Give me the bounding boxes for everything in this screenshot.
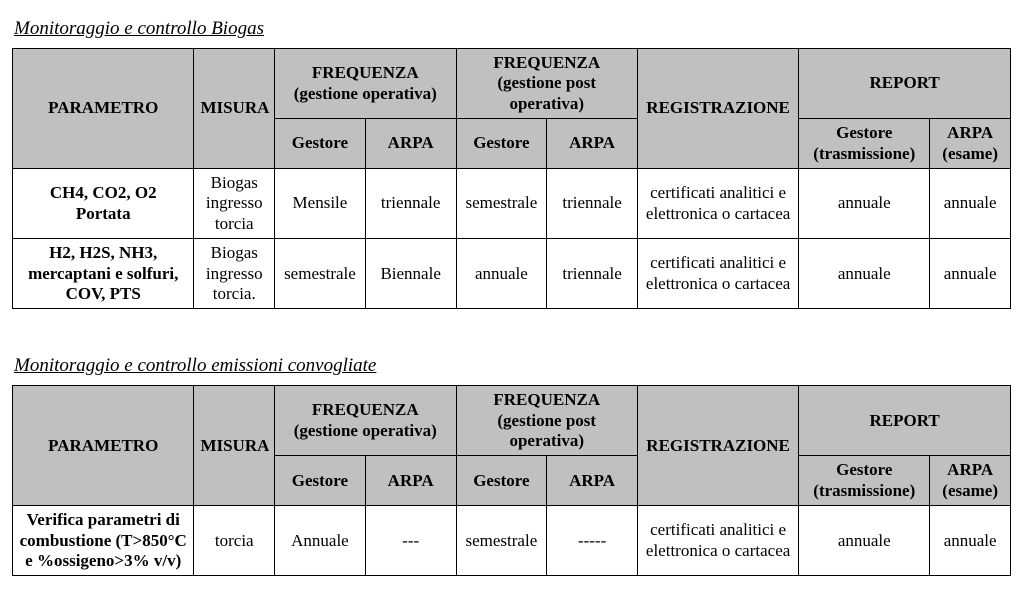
cell-freq-post-gestore: semestrale (456, 506, 547, 576)
col-misura: MISURA (194, 49, 275, 169)
col-freq-op-gestore: Gestore (275, 119, 366, 169)
col-freq-op-arpa: ARPA (365, 456, 456, 506)
cell-report-arpa: annuale (930, 506, 1011, 576)
parametro-line: Verifica parametri di combustione (T>850… (19, 510, 187, 571)
parametro-line: CH4, CO2, O2 (19, 183, 187, 203)
col-freq-post-gestore: Gestore (456, 119, 547, 169)
cell-freq-post-arpa: triennale (547, 239, 638, 309)
cell-report-gestore: annuale (799, 168, 930, 238)
cell-freq-op-gestore: Mensile (275, 168, 366, 238)
cell-parametro: CH4, CO2, O2Portata (13, 168, 194, 238)
section-title: Monitoraggio e controllo Biogas (14, 18, 1011, 40)
cell-freq-post-arpa: ----- (547, 506, 638, 576)
cell-registrazione: certificati analitici e elettronica o ca… (637, 506, 798, 576)
table-row: H2, H2S, NH3, mercaptani e solfuri, COV,… (13, 239, 1011, 309)
cell-misura: Biogas ingresso torcia. (194, 239, 275, 309)
cell-report-gestore: annuale (799, 239, 930, 309)
cell-freq-post-gestore: semestrale (456, 168, 547, 238)
cell-registrazione: certificati analitici e elettronica o ca… (637, 239, 798, 309)
cell-misura: Biogas ingresso torcia (194, 168, 275, 238)
cell-report-arpa: annuale (930, 239, 1011, 309)
cell-freq-op-arpa: Biennale (365, 239, 456, 309)
cell-registrazione: certificati analitici e elettronica o ca… (637, 168, 798, 238)
col-registrazione: REGISTRAZIONE (637, 386, 798, 506)
col-freq-op-arpa: ARPA (365, 119, 456, 169)
col-freq-post: FREQUENZA (gestione post operativa) (456, 49, 637, 119)
col-freq-post-arpa: ARPA (547, 456, 638, 506)
col-freq-post-gestore: Gestore (456, 456, 547, 506)
col-parametro: PARAMETRO (13, 386, 194, 506)
col-misura: MISURA (194, 386, 275, 506)
section-title: Monitoraggio e controllo emissioni convo… (14, 355, 1011, 377)
cell-freq-op-gestore: Annuale (275, 506, 366, 576)
monitoring-table: PARAMETROMISURAFREQUENZA (gestione opera… (12, 385, 1011, 576)
col-report-gestore: Gestore (trasmissione) (799, 456, 930, 506)
col-report: REPORT (799, 386, 1011, 456)
monitoring-table: PARAMETROMISURAFREQUENZA (gestione opera… (12, 48, 1011, 309)
cell-freq-post-arpa: triennale (547, 168, 638, 238)
col-report-arpa: ARPA (esame) (930, 456, 1011, 506)
parametro-line: Portata (19, 204, 187, 224)
col-freq-op-gestore: Gestore (275, 456, 366, 506)
table-row: Verifica parametri di combustione (T>850… (13, 506, 1011, 576)
cell-misura: torcia (194, 506, 275, 576)
cell-freq-op-arpa: triennale (365, 168, 456, 238)
table-row: CH4, CO2, O2PortataBiogas ingresso torci… (13, 168, 1011, 238)
col-freq-op: FREQUENZA (gestione operativa) (275, 49, 456, 119)
col-freq-post: FREQUENZA (gestione post operativa) (456, 386, 637, 456)
cell-freq-op-arpa: --- (365, 506, 456, 576)
col-freq-post-arpa: ARPA (547, 119, 638, 169)
cell-parametro: Verifica parametri di combustione (T>850… (13, 506, 194, 576)
col-freq-op: FREQUENZA (gestione operativa) (275, 386, 456, 456)
col-registrazione: REGISTRAZIONE (637, 49, 798, 169)
cell-freq-post-gestore: annuale (456, 239, 547, 309)
col-parametro: PARAMETRO (13, 49, 194, 169)
parametro-line: H2, H2S, NH3, mercaptani e solfuri, COV,… (19, 243, 187, 304)
cell-freq-op-gestore: semestrale (275, 239, 366, 309)
cell-report-gestore: annuale (799, 506, 930, 576)
cell-parametro: H2, H2S, NH3, mercaptani e solfuri, COV,… (13, 239, 194, 309)
col-report: REPORT (799, 49, 1011, 119)
col-report-gestore: Gestore (trasmissione) (799, 119, 930, 169)
cell-report-arpa: annuale (930, 168, 1011, 238)
col-report-arpa: ARPA (esame) (930, 119, 1011, 169)
